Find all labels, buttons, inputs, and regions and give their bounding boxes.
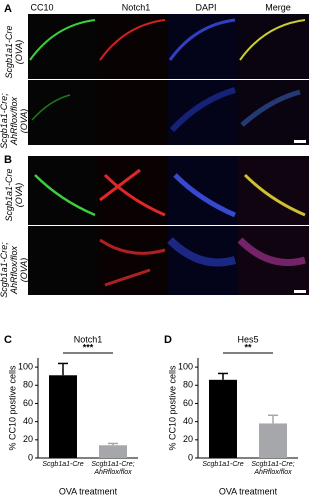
stain <box>168 18 236 61</box>
image <box>168 14 238 79</box>
row-label: Scgb1a1-Cre; AhRflox/flox (OVA) <box>0 242 29 298</box>
image <box>238 80 309 145</box>
stain <box>243 173 306 217</box>
stain <box>167 237 237 267</box>
image <box>28 156 98 225</box>
y-tick-label: 80 <box>183 380 193 390</box>
stain <box>240 89 301 127</box>
y-axis-label: % CC10 postive cells <box>167 365 177 451</box>
y-tick-label: 40 <box>23 416 33 426</box>
column-header: DAPI <box>195 2 216 12</box>
row-label: Scgb1a1-Cre (OVA) <box>4 25 24 79</box>
figure-canvas: A B C D CC10 Notch1 DAPI Merge Notch1 % C… <box>4 2 309 496</box>
x-tick-label: Scgb1a1-Cre; AhRflox/flox <box>251 461 295 476</box>
x-tick-label: Scgb1a1-Cre <box>42 461 84 468</box>
x-tick-label: Scgb1a1-Cre; AhRflox/flox <box>91 461 135 476</box>
stain <box>239 19 306 61</box>
image <box>238 156 309 225</box>
image <box>98 80 168 145</box>
y-tick-label: 20 <box>183 434 193 444</box>
stain <box>99 238 166 287</box>
stain <box>31 94 71 121</box>
y-axis-label: % CC10 postive cells <box>7 365 17 451</box>
panel-label: D <box>164 334 172 346</box>
panel-label: C <box>4 334 12 346</box>
image <box>98 156 168 225</box>
y-tick-label: 60 <box>23 398 33 408</box>
stain <box>99 19 166 61</box>
bar <box>209 379 237 458</box>
stain <box>34 174 96 217</box>
stain <box>29 19 96 61</box>
row-label: Scgb1a1-Cre; AhRflox/flox (OVA) <box>0 93 29 149</box>
y-tick-label: 60 <box>183 398 193 408</box>
bar <box>259 423 287 458</box>
image <box>28 14 98 79</box>
column-header: Notch1 <box>122 2 151 12</box>
y-tick-label: 0 <box>188 452 193 462</box>
x-tick-label: Scgb1a1-Cre <box>202 461 244 468</box>
chart-title: Notch1 <box>74 334 103 344</box>
image <box>238 14 309 79</box>
bar <box>49 375 77 458</box>
panel-label: B <box>4 154 12 166</box>
row-label: Scgb1a1-Cre (OVA) <box>4 168 24 222</box>
stain <box>99 168 166 217</box>
x-axis-label: OVA treatment <box>59 486 118 496</box>
column-header: Merge <box>265 2 291 12</box>
image <box>168 156 238 225</box>
panel-label: A <box>4 3 12 15</box>
bar <box>99 445 127 458</box>
image <box>98 14 168 79</box>
image <box>28 226 98 295</box>
y-tick-label: 100 <box>178 361 193 371</box>
stain <box>169 87 236 133</box>
significance-label: ** <box>244 342 252 352</box>
scale-bar <box>294 290 306 293</box>
stain <box>237 237 306 266</box>
chart-title: Hes5 <box>237 334 258 344</box>
y-tick-label: 0 <box>28 452 33 462</box>
micrographs <box>28 14 309 295</box>
y-tick-label: 40 <box>183 416 193 426</box>
x-axis-label: OVA treatment <box>219 486 278 496</box>
significance-label: *** <box>83 342 94 352</box>
y-tick-label: 20 <box>23 434 33 444</box>
figure: A B C D CC10 Notch1 DAPI Merge Notch1 % C… <box>0 2 309 496</box>
y-tick-label: 100 <box>18 361 33 371</box>
y-tick-label: 80 <box>23 380 33 390</box>
scale-bar <box>294 140 306 143</box>
column-header: CC10 <box>30 2 53 12</box>
stain <box>173 173 236 218</box>
